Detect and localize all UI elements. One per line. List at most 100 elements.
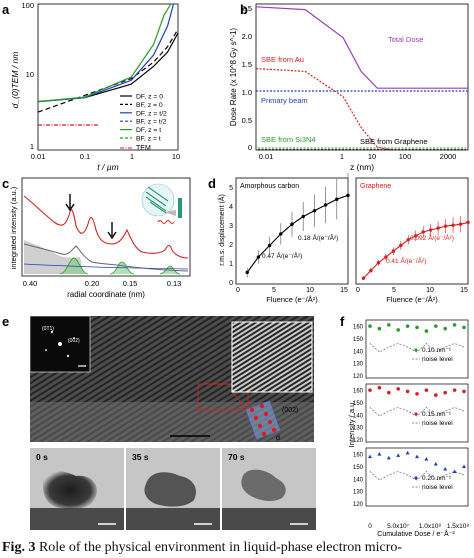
panel-d-xtick: 15 bbox=[340, 287, 348, 294]
panel-f-ytick: 140 bbox=[353, 477, 364, 483]
panel-f-ytick: 160 bbox=[353, 325, 364, 331]
panel-a-xtick: 10 bbox=[172, 152, 180, 161]
legend-label: BF, z = t/2 bbox=[136, 119, 167, 126]
panel-c-schematic bbox=[141, 183, 182, 224]
data-point bbox=[424, 457, 429, 461]
series-line-df-z-t bbox=[37, 3, 172, 103]
data-point bbox=[377, 326, 382, 331]
caption-text: Role of the physical environment in liqu… bbox=[38, 540, 403, 555]
panel-d-ann-a1: 0.47 Å/(e⁻/Å²) bbox=[262, 251, 302, 260]
data-point bbox=[387, 390, 391, 395]
panel-a-frame bbox=[37, 3, 179, 151]
panel-d-ytick: 4 bbox=[229, 204, 233, 211]
panel-a-xticks: 0.01 0.1 1 10 bbox=[31, 152, 180, 161]
data-point bbox=[406, 237, 410, 242]
schematic-beam bbox=[164, 210, 176, 216]
data-point bbox=[452, 323, 457, 327]
panel-f-xtick: 1.5x10⁸ bbox=[447, 523, 470, 530]
data-point bbox=[443, 326, 448, 331]
data-point bbox=[267, 243, 272, 248]
panel-f-ytick: 140 bbox=[353, 413, 364, 419]
panel-d-xtick: 10 bbox=[426, 287, 434, 294]
panel-a-series bbox=[37, 3, 179, 126]
data-point bbox=[396, 387, 401, 391]
legend-label: DF, z = t/2 bbox=[136, 110, 167, 117]
data-point bbox=[368, 388, 372, 392]
panel-b-yticks: 2.5 2.0 1.5 1.0 0.5 0 bbox=[242, 4, 252, 152]
data-point bbox=[424, 329, 429, 333]
zoom-region bbox=[197, 383, 249, 411]
panel-c-frame bbox=[21, 177, 191, 277]
panel-f-ylabel: Intensity / a.u. bbox=[347, 401, 356, 448]
panel-d-ytick: 5 bbox=[229, 185, 233, 192]
time-label: 70 s bbox=[228, 452, 245, 462]
data-point bbox=[396, 453, 401, 457]
panel-b-ytick: 2.0 bbox=[242, 32, 252, 41]
series-line-amorphous-carbon bbox=[246, 194, 349, 273]
data-point bbox=[377, 385, 382, 390]
panel-f-subplot-frame bbox=[365, 383, 469, 443]
panel-c-arrows bbox=[65, 194, 117, 240]
panel-a-ylabel: d_(0)TEM / nm bbox=[10, 52, 20, 109]
panel-c-xlabel: radial coordinate (nm) bbox=[67, 290, 145, 299]
panel-a-ytick: 1 bbox=[30, 142, 34, 151]
data-point bbox=[290, 222, 294, 226]
panel-a-yticks: 100 10 1 bbox=[21, 1, 34, 151]
panel-f-xticks: 0 5.0x10⁷ 1.0x10⁸ 1.5x10⁸ bbox=[368, 523, 469, 530]
time-label: 0 s bbox=[36, 452, 48, 462]
fft-label: (002) bbox=[68, 338, 80, 344]
panel-f-ytick: 160 bbox=[353, 453, 364, 459]
legend-label: BF, z = t bbox=[136, 136, 161, 143]
panel-d-ylabel: r.m.s. displacement (Å) bbox=[217, 194, 226, 266]
data-point bbox=[335, 197, 339, 201]
data-point bbox=[396, 328, 401, 332]
panel-f-subplots: 160 150 140 130 120 0.10 nm⁻¹ noise level 160 15… bbox=[353, 319, 469, 508]
panel-c-xtick: 0.20 bbox=[85, 279, 100, 288]
panel-b-label-primary: Primary beam bbox=[261, 96, 308, 105]
data-point bbox=[415, 325, 419, 330]
panel-d-xticks-right: 0 5 10 15 bbox=[356, 287, 468, 294]
legend-swatch bbox=[414, 348, 418, 352]
panel-d-ytick: 2 bbox=[229, 242, 233, 249]
panel-f-xtick: 1.0x10⁸ bbox=[419, 523, 442, 530]
data-point bbox=[368, 454, 372, 459]
panel-f-ytick: 150 bbox=[353, 465, 364, 471]
panel-c-green-peak bbox=[59, 257, 181, 275]
data-point bbox=[421, 230, 425, 234]
panel-b-ytick: 0.5 bbox=[242, 116, 252, 125]
legend-label: 0.15 nm⁻¹ bbox=[422, 411, 452, 418]
panel-a-legend: DF, z = 0BF, z = 0DF, z = t/2 BF, z = t/2… bbox=[120, 94, 167, 152]
data-point bbox=[346, 193, 350, 198]
data-point bbox=[434, 324, 438, 328]
data-point bbox=[391, 249, 396, 253]
figure-caption: Fig. 3 Role of the physical environment … bbox=[2, 538, 472, 558]
panel-b-label-sbe-au: SBE from Au bbox=[261, 55, 304, 64]
panel-d-xticks-left: 0 5 10 15 bbox=[236, 287, 348, 294]
panel-f-ytick: 160 bbox=[353, 389, 364, 395]
noise-level-line bbox=[369, 470, 465, 481]
panel-d-ann-g1: 0.41 Å/(e⁻/Å²) bbox=[386, 256, 426, 265]
panel-d-xlabel-right: Fluence (e⁻/Å²) bbox=[386, 295, 438, 304]
data-point bbox=[369, 268, 373, 273]
data-point bbox=[279, 232, 283, 236]
legend-label: DF, z = t bbox=[136, 127, 161, 134]
panel-f-letter: f bbox=[340, 314, 345, 329]
data-point bbox=[462, 464, 466, 469]
d-spacing-label: d bbox=[276, 435, 280, 442]
data-point bbox=[386, 455, 391, 460]
panel-b-ytick: 1.5 bbox=[242, 60, 252, 69]
particle-35 bbox=[144, 472, 197, 507]
panel-b-xtick: 100 bbox=[399, 152, 412, 161]
series-line-total-dose bbox=[255, 6, 468, 89]
panel-a-letter: a bbox=[2, 2, 10, 17]
panel-f-ytick: 120 bbox=[353, 502, 364, 508]
data-point bbox=[377, 452, 382, 456]
panel-d-ann-a2: 0.18 Å/(e⁻/Å²) bbox=[298, 233, 338, 242]
data-point bbox=[436, 226, 440, 230]
panel-f-xtick: 0 bbox=[368, 523, 372, 530]
panel-d-left-series bbox=[245, 173, 350, 278]
fft-label: (0T1) bbox=[42, 326, 54, 332]
data-point bbox=[361, 276, 366, 280]
data-point bbox=[384, 255, 388, 259]
data-point bbox=[466, 220, 470, 225]
